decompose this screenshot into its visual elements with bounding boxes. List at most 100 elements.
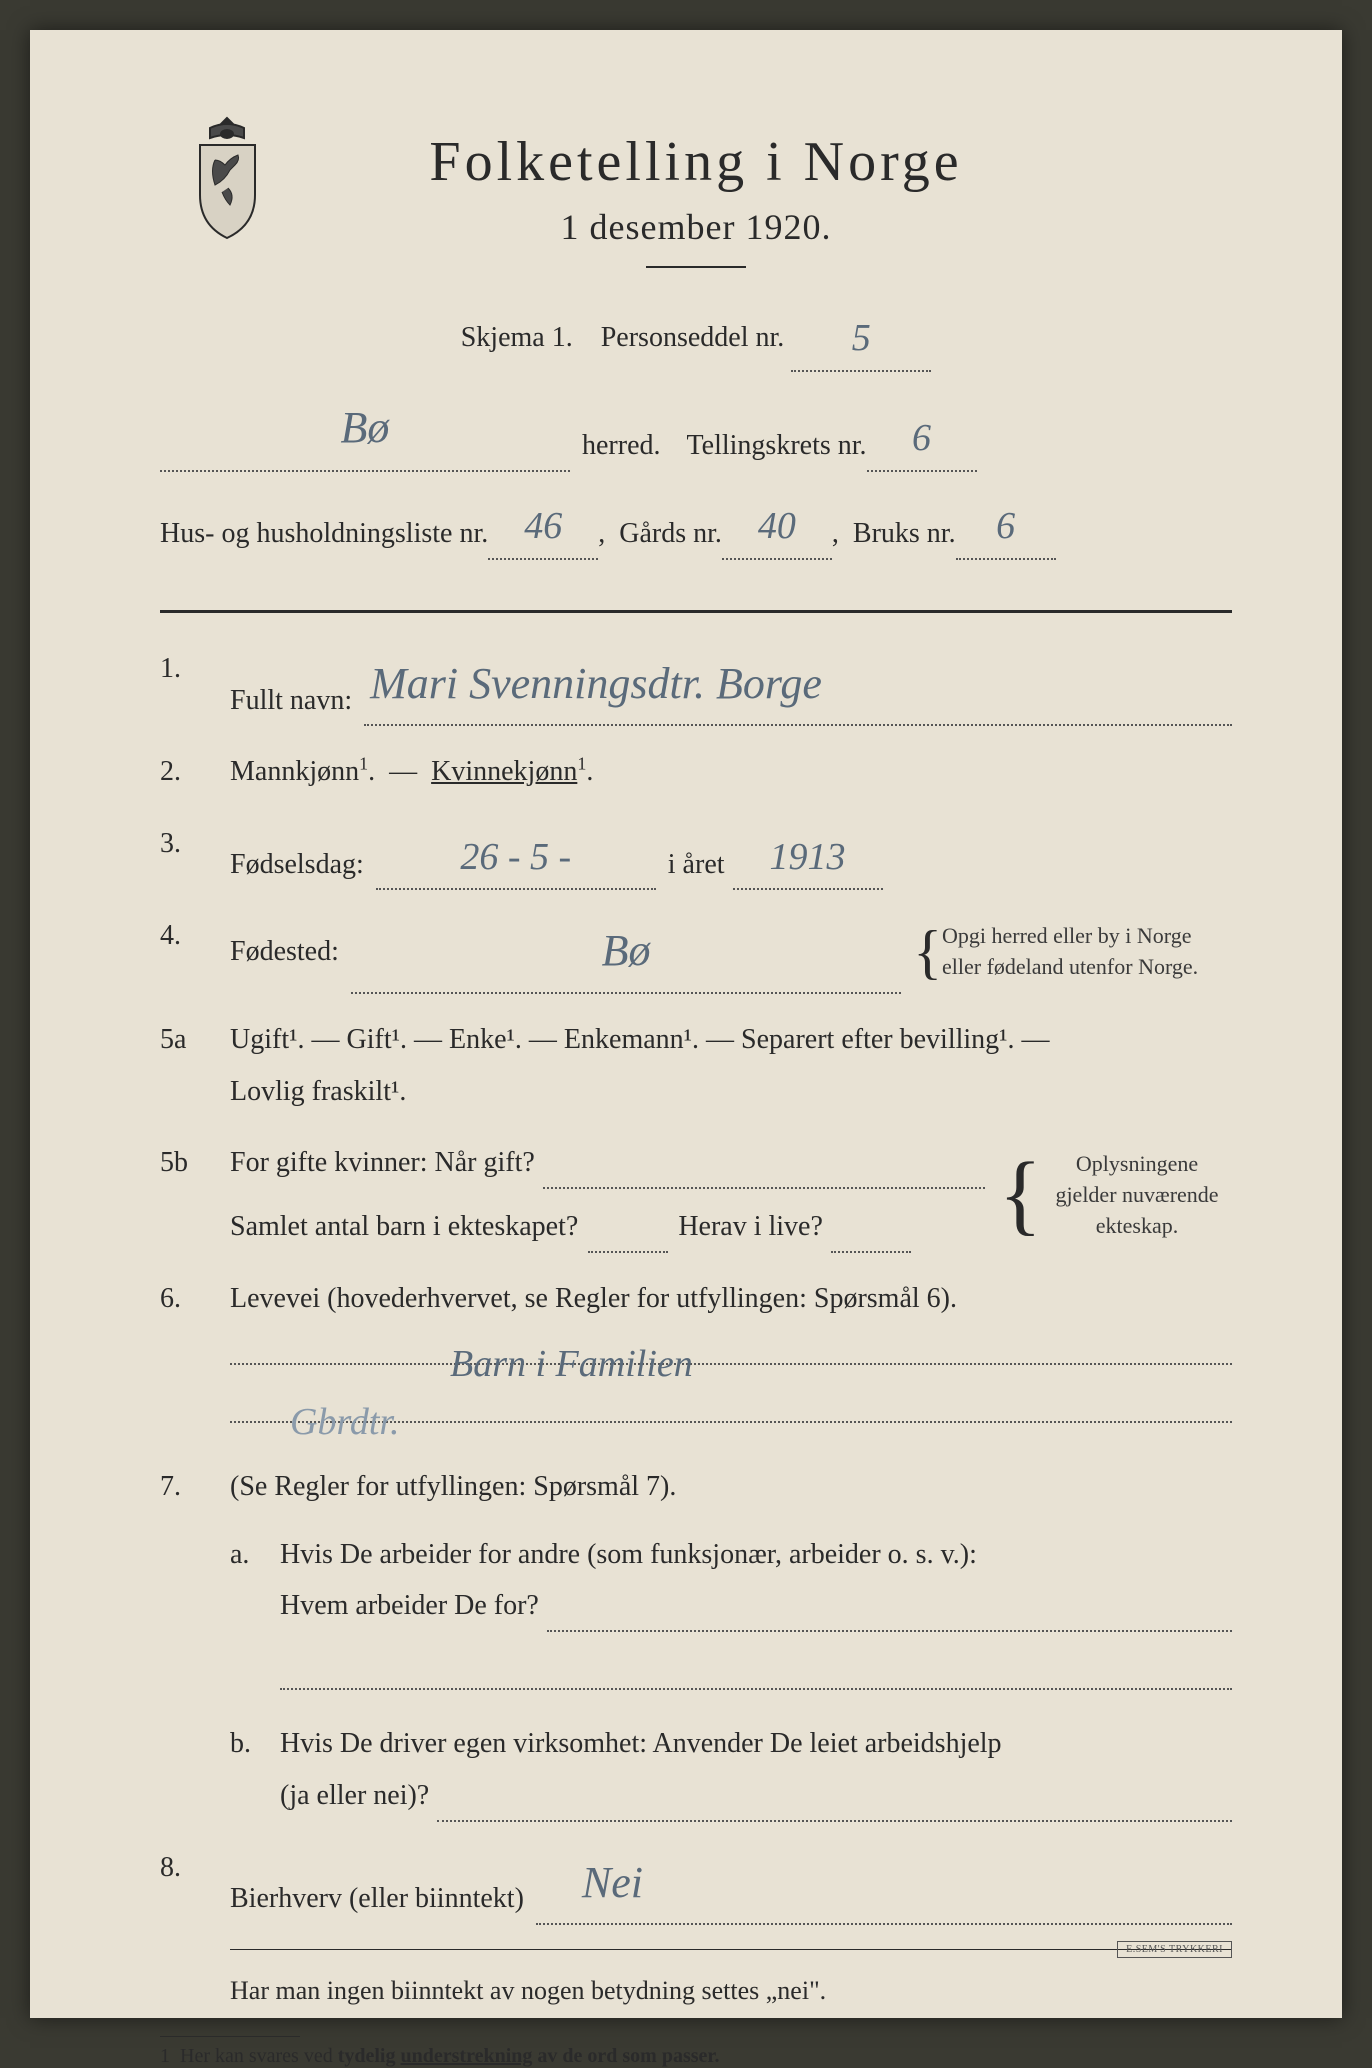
herred-label: herred.: [570, 419, 673, 472]
q1-field: Mari Svenningsdtr. Borge: [364, 643, 1232, 726]
q3: 3. Fødselsdag: 26 - 5 - i året 1913: [160, 818, 1232, 890]
q7a-num: a.: [230, 1529, 280, 1709]
q8-num: 8.: [160, 1842, 230, 1925]
q6-num: 6.: [160, 1273, 230, 1441]
q2-kvinne: Kvinnekjønn: [431, 756, 577, 787]
q5b-barn-field: [588, 1251, 668, 1253]
herred-line: Bø herred. Tellingskrets nr. 6: [160, 386, 1232, 472]
q7: 7. (Se Regler for utfyllingen: Spørsmål …: [160, 1461, 1232, 1822]
q5b-note1: Oplysningene: [1076, 1151, 1198, 1176]
husliste-nr: 46: [524, 505, 562, 547]
q3-label: Fødselsdag:: [230, 839, 364, 891]
q5b-l2a: Samlet antal barn i ekteskapet?: [230, 1201, 578, 1253]
q6-line1: Barn i Familien: [230, 1325, 1232, 1365]
herred-field: Bø: [160, 386, 570, 472]
q3-day: 26 - 5 -: [460, 836, 571, 878]
bruks-label: Bruks nr.: [853, 507, 956, 560]
q7-num: 7.: [160, 1461, 230, 1822]
footnote-text: 1 Her kan svares ved tydelig understrekn…: [160, 2045, 1232, 2068]
q4: 4. Fødested: Bø { Opgi herred eller by i…: [160, 910, 1232, 993]
bruks-field: 6: [956, 486, 1056, 560]
bruks-nr: 6: [996, 505, 1015, 547]
q5b-note3: ekteskap.: [1096, 1213, 1178, 1238]
husliste-label: Hus- og husholdningsliste nr.: [160, 507, 488, 560]
q7b-num: b.: [230, 1718, 280, 1822]
q4-field: Bø: [351, 910, 901, 993]
printer-stamp: E.SEM'S TRYKKERI: [1117, 1941, 1232, 1958]
footer-rule: [230, 1949, 1232, 1950]
footnote-block: 1 Her kan svares ved tydelig understrekn…: [160, 2036, 1232, 2068]
footnote-rule: [160, 2036, 300, 2037]
tellingskrets-label: Tellingskrets nr.: [687, 419, 867, 472]
skjema-label: Skjema 1.: [461, 322, 573, 353]
q4-label: Fødested:: [230, 926, 339, 978]
q6-line2: Gbrdtr.: [230, 1383, 1232, 1423]
gards-field: 40: [722, 486, 832, 560]
q3-year-field: 1913: [733, 818, 883, 890]
q8-field: Nei: [536, 1842, 1232, 1925]
header-rule: [160, 610, 1232, 613]
herred-value: Bø: [341, 403, 390, 452]
q7a-line2: [280, 1650, 1232, 1690]
q6: 6. Levevei (hovederhvervet, se Regler fo…: [160, 1273, 1232, 1441]
personseddel-nr-field: 5: [791, 298, 931, 372]
q4-note: { Opgi herred eller by i Norge eller fød…: [913, 921, 1232, 983]
q5b-l2b: Herav i live?: [678, 1201, 823, 1253]
personseddel-label: Personseddel nr.: [601, 322, 785, 353]
q5b: 5b For gifte kvinner: Når gift? Samlet a…: [160, 1137, 1232, 1253]
personseddel-nr: 5: [852, 317, 871, 359]
q3-year-label: i året: [668, 839, 725, 891]
q1-label: Fullt navn:: [230, 675, 352, 727]
q7-label: (Se Regler for utfyllingen: Spørsmål 7).: [230, 1461, 1232, 1513]
q3-num: 3.: [160, 818, 230, 890]
footer-note: Har man ingen biinntekt av nogen betydni…: [160, 1966, 1232, 2015]
husliste-line: Hus- og husholdningsliste nr. 46 , Gårds…: [160, 486, 1232, 560]
q8: 8. Bierhverv (eller biinntekt) Nei: [160, 1842, 1232, 1925]
census-form-page: Folketelling i Norge 1 desember 1920. Sk…: [30, 30, 1342, 2018]
form-header: Folketelling i Norge 1 desember 1920. Sk…: [160, 130, 1232, 560]
husliste-field: 46: [488, 486, 598, 560]
q7a-field: [547, 1630, 1232, 1632]
q1-value: Mari Svenningsdtr. Borge: [370, 659, 822, 708]
gards-label: Gårds nr.: [619, 507, 722, 560]
q2: 2. Mannkjønn1. — Kvinnekjønn1.: [160, 746, 1232, 798]
q6-value2: Gbrdtr.: [290, 1387, 399, 1423]
skjema-line: Skjema 1. Personseddel nr. 5: [160, 298, 1232, 372]
q7a-l2: Hvem arbeider De for?: [280, 1580, 539, 1632]
q7b-field: [437, 1820, 1232, 1822]
q3-year: 1913: [770, 836, 846, 878]
q6-label: Levevei (hovederhvervet, se Regler for u…: [230, 1273, 1232, 1325]
q4-note1: Opgi herred eller by i Norge: [942, 923, 1191, 948]
tellingskrets-field: 6: [867, 398, 977, 472]
q1-num: 1.: [160, 643, 230, 726]
page-subtitle: 1 desember 1920.: [160, 206, 1232, 248]
q4-value: Bø: [602, 926, 651, 975]
q5b-note: { Oplysningene gjelder nuværende ekteska…: [999, 1137, 1232, 1253]
q5a-opts2: Lovlig fraskilt¹.: [230, 1066, 1232, 1118]
page-title: Folketelling i Norge: [160, 130, 1232, 194]
q7a-l1: Hvis De arbeider for andre (som funksjon…: [280, 1529, 1232, 1581]
q5b-num: 5b: [160, 1137, 230, 1253]
q5a: 5a Ugift¹. — Gift¹. — Enke¹. — Enkemann¹…: [160, 1014, 1232, 1118]
q7b-l2: (ja eller nei)?: [280, 1770, 429, 1822]
coat-of-arms-icon: [180, 110, 275, 240]
q8-value: Nei: [582, 1858, 643, 1907]
q5b-gift-field: [543, 1187, 985, 1189]
q5a-opts: Ugift¹. — Gift¹. — Enke¹. — Enkemann¹. —…: [230, 1014, 1232, 1066]
q5b-note2: gjelder nuværende: [1055, 1182, 1218, 1207]
q1: 1. Fullt navn: Mari Svenningsdtr. Borge: [160, 643, 1232, 726]
q7b-l1: Hvis De driver egen virksomhet: Anvender…: [280, 1718, 1232, 1770]
q5b-l1a: For gifte kvinner: Når gift?: [230, 1137, 535, 1189]
q4-num: 4.: [160, 910, 230, 993]
q2-mann: Mannkjønn: [230, 756, 359, 787]
tellingskrets-nr: 6: [912, 417, 931, 459]
q5a-num: 5a: [160, 1014, 230, 1118]
q4-note2: eller fødeland utenfor Norge.: [942, 954, 1198, 979]
q6-value1: Barn i Familien: [450, 1329, 693, 1365]
q2-num: 2.: [160, 746, 230, 798]
q8-label: Bierhverv (eller biinntekt): [230, 1873, 524, 1925]
gards-nr: 40: [758, 505, 796, 547]
q5b-live-field: [831, 1251, 911, 1253]
q3-day-field: 26 - 5 -: [376, 818, 656, 890]
header-divider: [646, 266, 746, 268]
